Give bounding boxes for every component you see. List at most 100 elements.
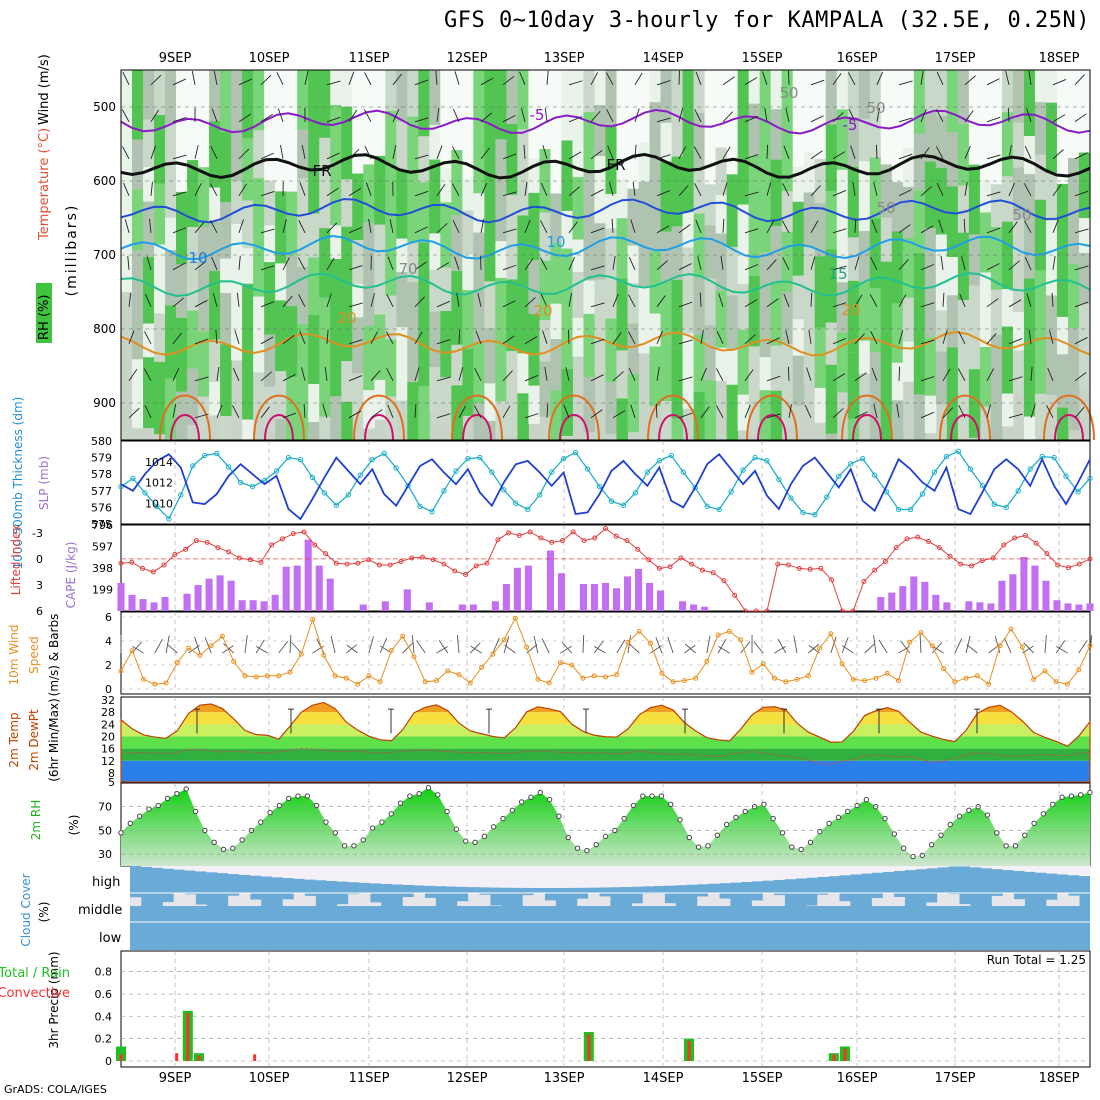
wind-barb [1051,292,1054,307]
li-marker [344,561,350,567]
isotherm-30 [559,414,589,441]
temp-band [121,760,1090,782]
wind-speed-marker [817,645,823,651]
cape-bar [524,565,532,611]
slp-line [120,450,1091,520]
rh-cell [990,226,1003,290]
rh-cell [264,225,276,263]
cloud-high-cell [588,866,600,888]
wind-barb [149,218,152,233]
wind-barb [715,368,724,382]
cloud-mid-cell [773,895,785,906]
wind-barb [1052,79,1067,86]
slp-marker [537,492,543,498]
rh-cell [913,70,926,134]
wind-barb [1023,183,1032,197]
cloud-high-cell [980,866,993,869]
wind-barb [1052,184,1062,197]
wind-speed-marker [1053,679,1059,685]
rh-cell [858,118,871,162]
wind-barb [480,77,494,86]
isotherm-line [120,234,1091,260]
wind-barb [436,300,451,308]
wind-barb [365,182,372,196]
wind-barb [212,293,218,307]
cape-bar [1042,580,1050,611]
wind-barb [942,330,948,344]
rh-cell [528,70,540,114]
wind-barb [194,338,209,345]
rh-cell [209,70,221,122]
wind-barb [706,635,711,654]
wind-speed-marker [963,675,969,681]
rh-cell [297,387,309,440]
wind-barb [1074,113,1087,123]
li-marker [140,565,146,571]
rh-cell [374,114,386,156]
rh-cell [627,70,640,122]
wind-speed-marker [591,673,597,679]
temp-band [121,748,1090,761]
wind-barb [783,293,790,307]
rh-cell [330,162,342,226]
wind-barb [594,646,606,654]
wind-barb [848,108,856,122]
rh-cell [671,70,684,114]
wind-barb [920,264,935,271]
wind-speed-marker [287,669,293,675]
slp-marker [393,465,399,471]
cloud-high-cell [839,866,851,876]
rh-cell [924,227,937,285]
li-marker [1012,535,1018,541]
rh-cell [275,191,287,264]
wind-barb [986,298,999,308]
wind-barb [561,642,573,654]
wind-speed-marker [163,680,169,686]
temp-band [121,736,1090,749]
cape-bar [216,575,224,611]
rh-cell [517,215,529,288]
wind-barb [1044,635,1047,654]
rh-cell [253,236,265,297]
precip-convective-bar [253,1054,257,1061]
rh-cell [154,114,166,184]
precip-convective-bar [119,1054,123,1061]
wind-barb [656,295,666,308]
rh-cell [935,272,948,311]
isotherm-line [120,152,1091,180]
wind-barb [700,406,710,419]
rh-cell [253,70,265,131]
li-marker [269,542,275,548]
rh-cell [935,310,948,352]
rh-cell [132,250,144,307]
wind-barb [783,145,790,159]
wind-speed-marker [603,674,608,680]
wind-speed-marker [141,676,147,682]
li-marker [1087,556,1093,562]
cloud-mid-cell [522,895,535,906]
cape-bar [679,601,687,611]
wind-barb [964,145,971,159]
wind-speed-marker [129,648,135,654]
rh-cell [781,344,794,385]
slp-marker [644,469,651,475]
slp-marker [465,455,471,462]
wind-barb [348,109,358,123]
rh-cell [154,70,166,115]
rh-cell [539,361,551,417]
rh-cell [506,194,518,238]
rh-cell [836,282,849,333]
wind-speed-marker [929,643,935,649]
rh-cell [528,314,540,386]
wind-barb [546,70,549,85]
wind-barb [348,148,360,160]
cloud-high-cell [555,866,567,888]
rh-cell [671,279,684,349]
rh-cell [363,164,375,223]
wind-barb [282,335,295,345]
cape-bar [579,583,588,611]
wind-barb [172,297,185,308]
cloud-high-cell [380,866,393,884]
rh-cell [429,367,441,411]
